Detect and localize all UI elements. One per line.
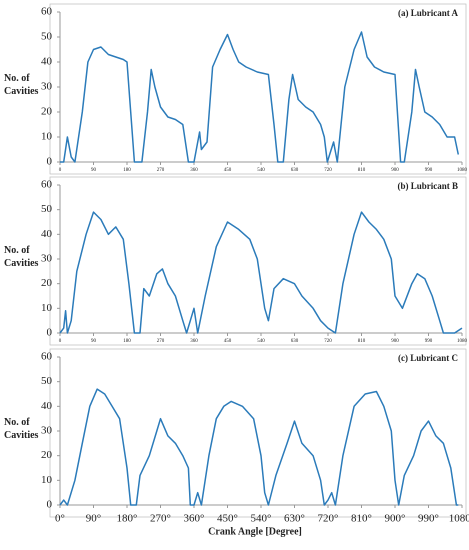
x-tick-label: 540 xyxy=(257,168,265,173)
x-tick-label: 180° xyxy=(117,513,138,525)
y-tick-label: 20 xyxy=(41,277,53,289)
x-tick-label: 270 xyxy=(157,168,165,173)
y-axis-label: No. of Cavities xyxy=(4,73,39,97)
panel-frame xyxy=(49,176,467,346)
data-line xyxy=(59,211,463,334)
x-tick-label: 270 xyxy=(157,339,165,344)
x-tick-label: 270° xyxy=(150,513,171,525)
x-tick-label: 900 xyxy=(391,339,399,344)
data-line xyxy=(59,388,459,506)
x-tick-label: 1080 xyxy=(457,168,468,173)
y-tick-label: 0 xyxy=(47,156,53,168)
x-tick-label: 90 xyxy=(91,339,97,344)
panel-frame xyxy=(49,3,467,175)
y-tick-label: 10 xyxy=(41,302,53,314)
x-axis-label: Crank Angle [Degree] xyxy=(208,526,302,537)
x-tick-label: 90 xyxy=(91,168,97,173)
data-line xyxy=(60,31,460,163)
y-tick-label: 60 xyxy=(41,351,53,363)
x-tick-label: 810 xyxy=(358,339,366,344)
y-tick-label: 20 xyxy=(41,449,53,461)
x-tick-label: 540° xyxy=(251,513,272,525)
y-tick-label: 60 xyxy=(41,6,53,18)
x-tick-label: 360° xyxy=(184,513,205,525)
x-tick-label: 0 xyxy=(59,168,62,173)
x-tick-label: 990 xyxy=(425,168,433,173)
y-tick-label: 30 xyxy=(41,425,53,437)
x-tick-label: 630 xyxy=(291,339,299,344)
y-tick-label: 40 xyxy=(41,228,53,240)
x-tick-label: 450 xyxy=(224,339,232,344)
y-tick-label: 0 xyxy=(47,499,53,511)
chart-title: (b) Lubricant B xyxy=(397,181,458,191)
chart-title: (a) Lubricant A xyxy=(398,8,459,18)
x-tick-label: 810° xyxy=(351,513,372,525)
x-tick-label: 720° xyxy=(318,513,339,525)
x-tick-label: 720 xyxy=(324,339,332,344)
x-tick-label: 1080° xyxy=(449,513,469,525)
x-tick-label: 630° xyxy=(284,513,305,525)
y-tick-label: 10 xyxy=(41,131,53,143)
x-tick-label: 90° xyxy=(86,513,101,525)
x-tick-label: 990° xyxy=(418,513,439,525)
x-tick-label: 0 xyxy=(59,339,62,344)
x-tick-label: 180 xyxy=(123,168,131,173)
y-tick-label: 30 xyxy=(41,253,53,265)
x-tick-label: 900° xyxy=(385,513,406,525)
x-tick-label: 810 xyxy=(358,168,366,173)
y-axis-label: No. of Cavities xyxy=(4,245,39,269)
x-tick-label: 1080 xyxy=(457,339,468,344)
y-tick-label: 30 xyxy=(41,81,53,93)
y-tick-label: 50 xyxy=(41,375,53,387)
y-tick-label: 10 xyxy=(41,474,53,486)
x-tick-label: 360 xyxy=(190,168,198,173)
y-tick-label: 50 xyxy=(41,203,53,215)
y-tick-label: 60 xyxy=(41,179,53,191)
y-tick-label: 0 xyxy=(47,327,53,339)
y-tick-label: 40 xyxy=(41,56,53,68)
x-tick-label: 540 xyxy=(257,339,265,344)
x-tick-label: 630 xyxy=(291,168,299,173)
x-tick-label: 180 xyxy=(123,339,131,344)
y-tick-label: 20 xyxy=(41,106,53,118)
x-tick-label: 720 xyxy=(324,168,332,173)
panel-frame xyxy=(49,348,467,518)
chart-title: (c) Lubricant C xyxy=(398,353,458,363)
y-tick-label: 50 xyxy=(41,31,53,43)
y-axis-label: No. of Cavities xyxy=(4,417,39,441)
y-tick-label: 40 xyxy=(41,400,53,412)
x-tick-label: 450° xyxy=(217,513,238,525)
x-tick-label: 360 xyxy=(190,339,198,344)
x-tick-label: 450 xyxy=(224,168,232,173)
x-tick-label: 990 xyxy=(425,339,433,344)
x-tick-label: 900 xyxy=(391,168,399,173)
x-tick-label: 0° xyxy=(55,513,65,525)
